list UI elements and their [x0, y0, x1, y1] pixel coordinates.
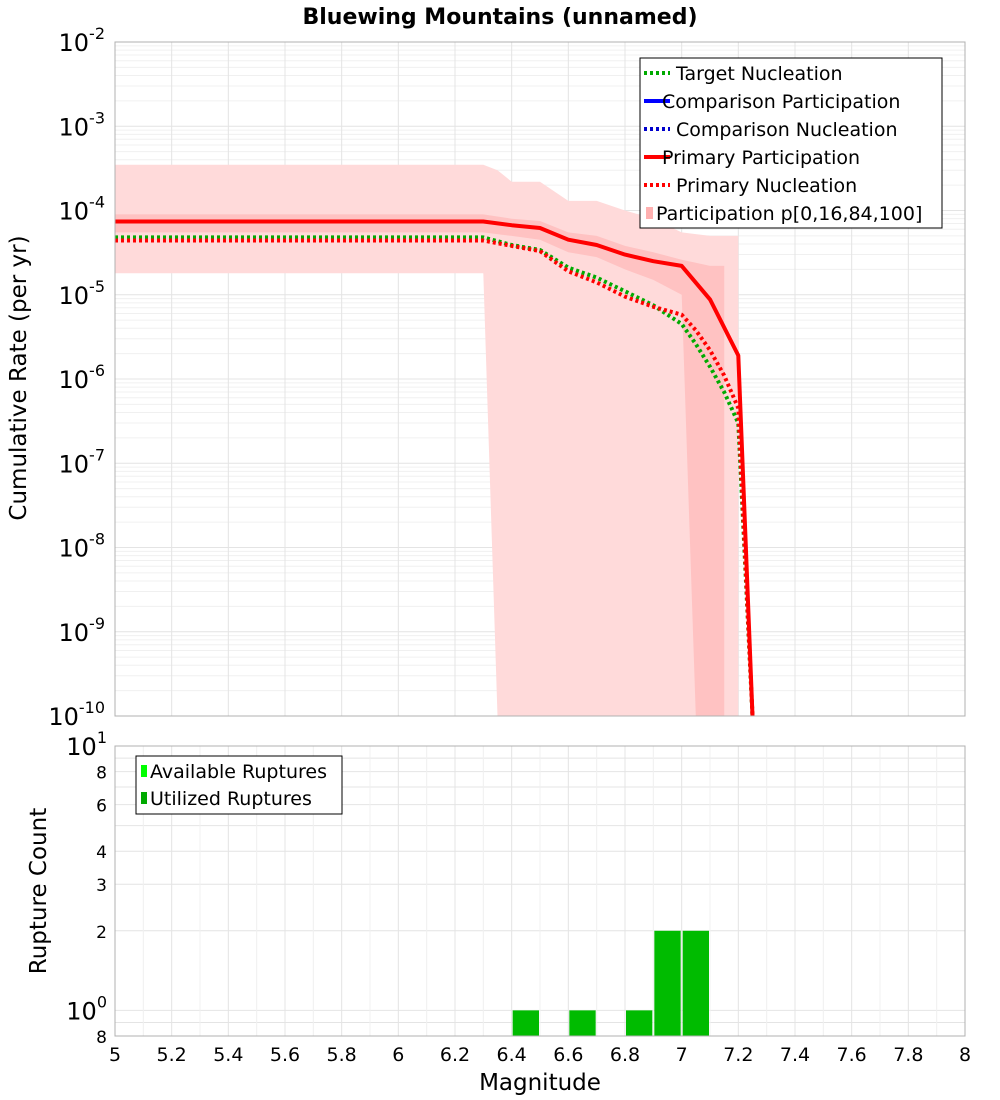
chart-title: Bluewing Mountains (unnamed) — [302, 5, 697, 30]
rupture-bar — [512, 1010, 539, 1036]
legend-swatch-bar — [141, 792, 147, 804]
top-y-tick-label: 10-2 — [59, 24, 106, 57]
series-primary-nucleation — [115, 238, 755, 717]
rupture-bar — [682, 930, 709, 1036]
x-tick-label: 6.2 — [440, 1044, 470, 1066]
top-y-tick-label: 10-4 — [59, 193, 106, 226]
x-tick-label: 6 — [392, 1044, 404, 1066]
rupture-bar — [626, 1010, 653, 1036]
x-tick-label: 7.2 — [723, 1044, 753, 1066]
legend-label: Primary Nucleation — [676, 175, 857, 197]
x-axis-label: Magnitude — [479, 1070, 601, 1096]
x-tick-label: 6.8 — [610, 1044, 640, 1066]
rupture-bar — [654, 930, 681, 1036]
x-tick-label: 5 — [109, 1044, 121, 1066]
x-tick-label: 7 — [676, 1044, 688, 1066]
top-y-axis-label: Cumulative Rate (per yr) — [6, 235, 32, 520]
x-tick-label: 7.6 — [837, 1044, 867, 1066]
top-y-tick-label: 10-5 — [59, 277, 106, 310]
legend-label: Comparison Nucleation — [676, 119, 898, 141]
participation-band-outer — [115, 164, 739, 716]
legend-swatch-band — [646, 207, 653, 219]
x-tick-label: 7.4 — [780, 1044, 810, 1066]
series-target-nucleation — [115, 235, 755, 717]
bottom-y-tick-label: 8 — [96, 1028, 107, 1048]
bottom-y-tick-label: 8 — [96, 764, 107, 784]
x-tick-label: 5.2 — [157, 1044, 187, 1066]
top-plot-frame — [114, 41, 966, 717]
legend-label: Available Ruptures — [150, 761, 327, 783]
legend-label: Target Nucleation — [675, 63, 843, 85]
bottom-plot-frame — [114, 745, 966, 1037]
bottom-legend-box — [135, 755, 343, 815]
rate-plot: 10-2 10-3 10-4 10-5 10-6 10-7 10-8 10-9 10-10 Tar… — [48, 24, 966, 731]
x-tick-label: 8 — [959, 1044, 971, 1066]
bottom-y-tick-label: 101 — [66, 728, 107, 761]
legend-label: Participation p[0,16,84,100] — [656, 203, 922, 225]
legend-label: Comparison Participation — [662, 91, 900, 113]
legend-label: Utilized Ruptures — [150, 788, 312, 810]
bottom-y-axis-label: Rupture Count — [26, 808, 52, 974]
legend-swatch-bar — [141, 765, 147, 777]
x-tick-label: 5.6 — [270, 1044, 300, 1066]
top-y-tick-label: 10-3 — [59, 108, 106, 141]
bottom-y-tick-label: 100 — [66, 992, 107, 1025]
bottom-y-tick-label: 2 — [96, 923, 107, 943]
series-primary-participation — [115, 219, 755, 717]
legend-label: Primary Participation — [662, 147, 860, 169]
x-tick-label: 5.8 — [327, 1044, 357, 1066]
rupture-bar — [569, 1010, 596, 1036]
top-y-tick-label: 10-7 — [59, 445, 106, 478]
top-y-tick-label: 10-6 — [59, 361, 106, 394]
bottom-y-tick-label: 6 — [96, 797, 107, 817]
x-tick-label: 6.6 — [553, 1044, 583, 1066]
top-y-tick-label: 10-8 — [59, 530, 106, 563]
bottom-y-tick-label: 4 — [96, 843, 107, 863]
top-y-tick-label: 10-10 — [48, 698, 105, 731]
x-tick-label: 5.4 — [213, 1044, 243, 1066]
x-tick-label: 7.8 — [893, 1044, 923, 1066]
bottom-y-tick-label: 3 — [96, 876, 107, 896]
top-y-tick-label: 10-9 — [59, 614, 106, 647]
legend-box — [639, 57, 943, 229]
x-tick-label: 6.4 — [497, 1044, 527, 1066]
